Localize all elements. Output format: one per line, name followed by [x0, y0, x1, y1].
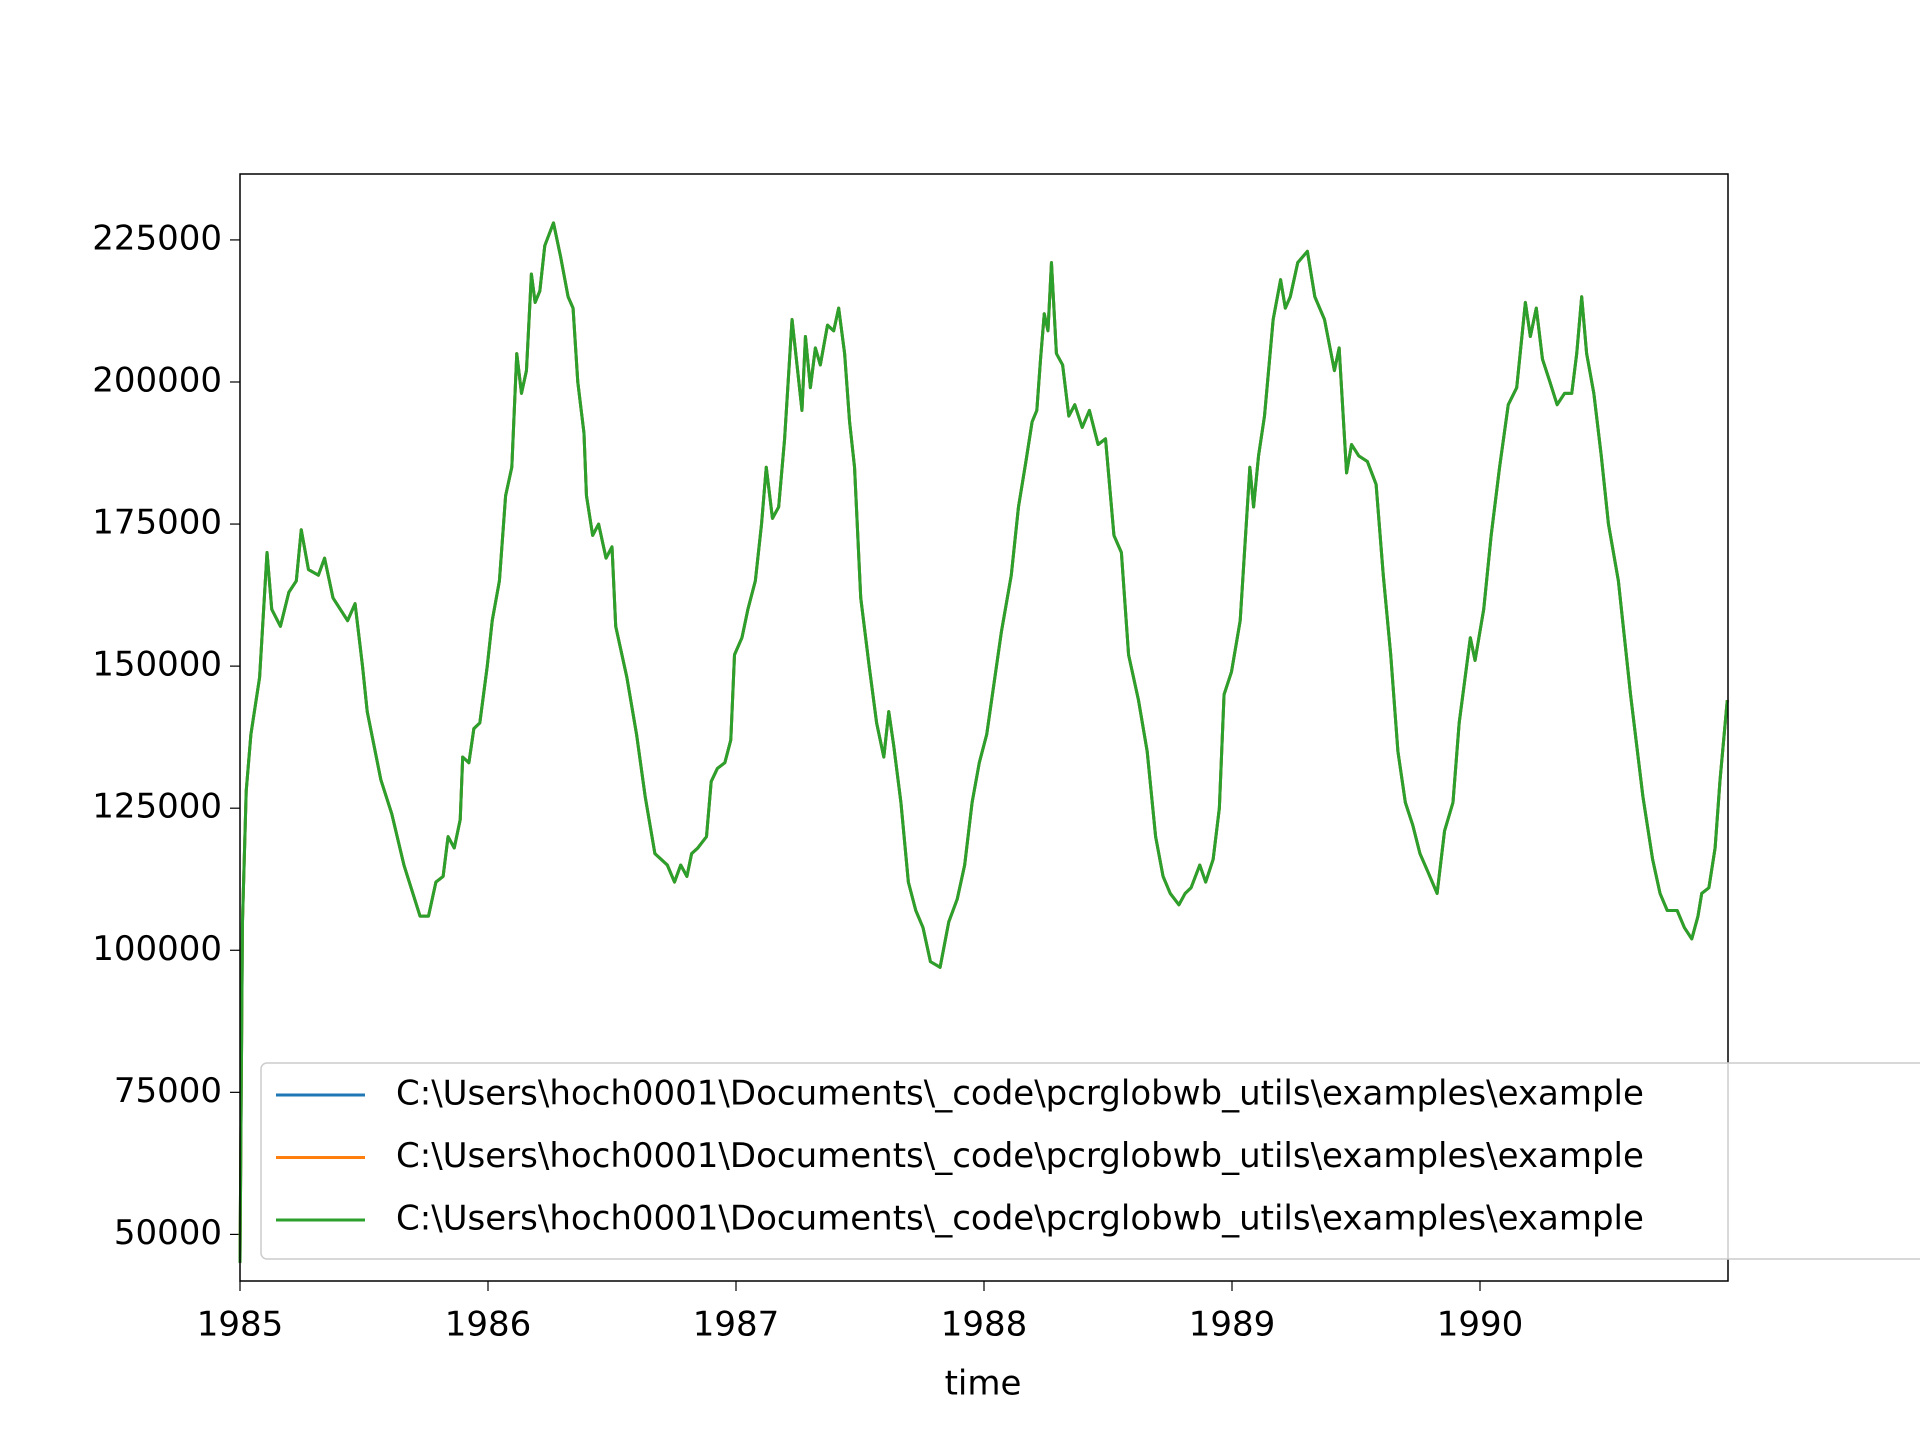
legend: C:\Users\hoch0001\Documents\_code\pcrglo… — [260, 1062, 1920, 1260]
series-line — [238, 221, 1729, 1263]
y-tick-label: 100000 — [92, 929, 222, 969]
x-tick-label: 1985 — [197, 1305, 284, 1345]
x-tick-label: 1989 — [1189, 1305, 1276, 1345]
legend-box — [260, 1062, 1920, 1260]
y-tick-label: 175000 — [92, 503, 222, 543]
y-tick-label: 225000 — [92, 218, 222, 258]
axes-frame — [239, 173, 1729, 1282]
y-tick-label: 75000 — [114, 1071, 222, 1111]
x-tick-label: 1987 — [693, 1305, 780, 1345]
x-axis-label: time — [945, 1364, 1022, 1404]
x-tick-label: 1986 — [445, 1305, 532, 1345]
legend-label: C:\Users\hoch0001\Documents\_code\pcrglo… — [396, 1074, 1644, 1114]
y-tick-label: 125000 — [92, 787, 222, 827]
y-tick-label: 150000 — [92, 645, 222, 685]
legend-label: C:\Users\hoch0001\Documents\_code\pcrglo… — [396, 1199, 1644, 1239]
x-tick-label: 1990 — [1437, 1305, 1524, 1345]
x-tick-label: 1988 — [941, 1305, 1028, 1345]
y-tick-label: 200000 — [92, 360, 222, 400]
y-tick-label: 50000 — [114, 1213, 222, 1253]
legend-label: C:\Users\hoch0001\Documents\_code\pcrglo… — [396, 1136, 1644, 1176]
